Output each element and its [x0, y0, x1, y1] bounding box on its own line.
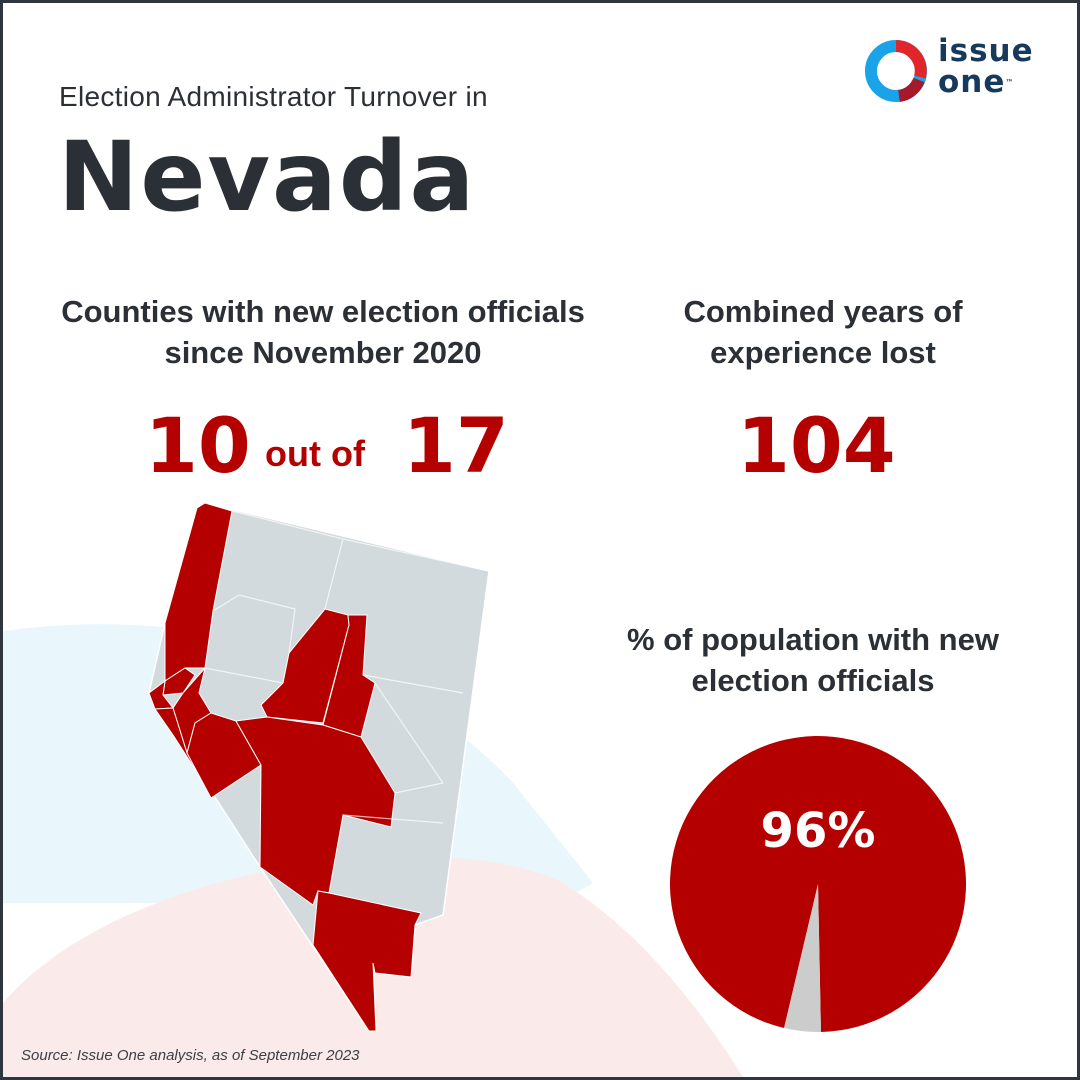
years-value: 104	[737, 401, 896, 490]
county-carson-city	[148, 679, 174, 710]
counties-connector: out of	[265, 433, 365, 474]
logo-wordmark: issue one™	[938, 36, 1034, 98]
pie-slice-1	[784, 884, 821, 1032]
source-note: Source: Issue One analysis, as of Septem…	[21, 1047, 360, 1064]
logo-line-2-text: one	[938, 64, 1006, 100]
counties-count: 10	[145, 401, 251, 490]
page-title: Nevada	[58, 121, 477, 233]
county-borders	[204, 510, 490, 824]
logo-trademark: ™	[1005, 78, 1015, 87]
nevada-county-map	[148, 503, 490, 1032]
pie-value-label: 96%	[760, 803, 876, 859]
population-pie-chart	[670, 736, 967, 1032]
page-subtitle: Election Administrator Turnover in	[59, 81, 488, 112]
population-heading: % of population with new election offici…	[627, 622, 999, 698]
pie-slice-0	[670, 736, 967, 1032]
logo-ring-icon	[865, 40, 927, 102]
counties-heading: Counties with new election officials sin…	[61, 294, 585, 370]
logo-line-2: one™	[938, 67, 1034, 98]
logo-line-1: issue	[938, 33, 1034, 69]
county-lander	[322, 614, 376, 738]
county-clark	[312, 890, 422, 1032]
issue-one-logo: issue one™	[859, 33, 1059, 113]
years-heading: Combined years of experience lost	[683, 294, 963, 370]
counties-total: 17	[403, 401, 509, 490]
